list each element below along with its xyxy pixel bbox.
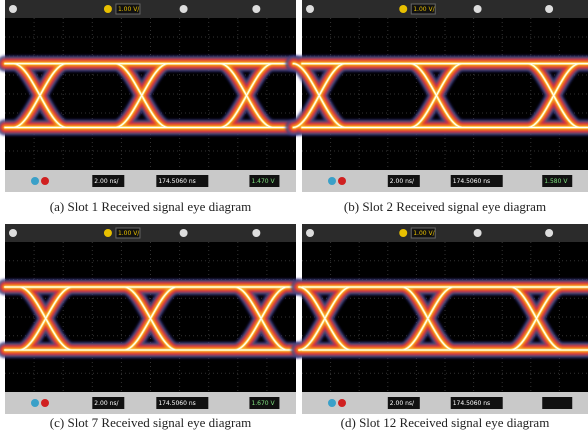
channel-icon xyxy=(9,229,17,237)
channel-icon xyxy=(252,5,260,13)
control-icon xyxy=(31,177,39,185)
channel-icon xyxy=(252,229,260,237)
timebase: 2.00 ns/ xyxy=(94,178,119,185)
trigger-field xyxy=(542,397,572,409)
figure: 1.00 V/2.00 ns/174.5060 ns 1.470 V (a) Slo… xyxy=(0,0,588,432)
control-icon xyxy=(338,399,346,407)
trigger-level: 1.670 V xyxy=(251,400,275,407)
trigger-level: 1.580 V xyxy=(544,178,568,185)
timebase: 2.00 ns/ xyxy=(390,400,415,407)
timebase: 2.00 ns/ xyxy=(94,400,119,407)
delay: 174.5060 ns xyxy=(158,178,195,185)
channel-icon xyxy=(9,5,17,13)
channel-icon xyxy=(399,229,407,237)
control-icon xyxy=(31,399,39,407)
channel-icon xyxy=(474,5,482,13)
delay: 174.5060 ns xyxy=(453,400,490,407)
channel-icon xyxy=(104,229,112,237)
control-icon xyxy=(328,399,336,407)
channel-icon xyxy=(180,5,188,13)
channel-icon xyxy=(306,229,314,237)
channel-icon xyxy=(474,229,482,237)
channel-icon xyxy=(399,5,407,13)
caption: (c) Slot 7 Received signal eye diagram xyxy=(50,415,251,430)
control-icon xyxy=(328,177,336,185)
control-icon xyxy=(41,177,49,185)
delay: 174.5060 ns xyxy=(158,400,195,407)
control-icon xyxy=(338,177,346,185)
caption: (d) Slot 12 Received signal eye diagram xyxy=(341,415,550,430)
scope-panel: 1.00 V/2.00 ns/174.5060 ns 1.670 V xyxy=(5,224,296,414)
channel-scale: 1.00 V/ xyxy=(413,6,435,13)
caption: (b) Slot 2 Received signal eye diagram xyxy=(344,199,546,214)
scope-panel: 1.00 V/2.00 ns/174.5060 ns 1.580 V xyxy=(293,0,588,192)
scope-top-bar xyxy=(302,224,588,242)
channel-scale: 1.00 V/ xyxy=(118,6,140,13)
channel-scale: 1.00 V/ xyxy=(413,230,435,237)
caption: (a) Slot 1 Received signal eye diagram xyxy=(50,199,251,214)
channel-icon xyxy=(104,5,112,13)
scope-panel: 1.00 V/2.00 ns/174.5060 ns 1.470 V xyxy=(5,0,296,192)
scope-panel: 1.00 V/2.00 ns/174.5060 ns xyxy=(299,224,588,414)
channel-icon xyxy=(545,229,553,237)
trigger-level: 1.470 V xyxy=(251,178,275,185)
channel-icon xyxy=(545,5,553,13)
channel-icon xyxy=(306,5,314,13)
channel-icon xyxy=(180,229,188,237)
timebase: 2.00 ns/ xyxy=(390,178,415,185)
control-icon xyxy=(41,399,49,407)
delay: 174.5060 ns xyxy=(453,178,490,185)
eye-pattern xyxy=(5,64,296,128)
channel-scale: 1.00 V/ xyxy=(118,230,140,237)
scope-top-bar xyxy=(302,0,588,18)
